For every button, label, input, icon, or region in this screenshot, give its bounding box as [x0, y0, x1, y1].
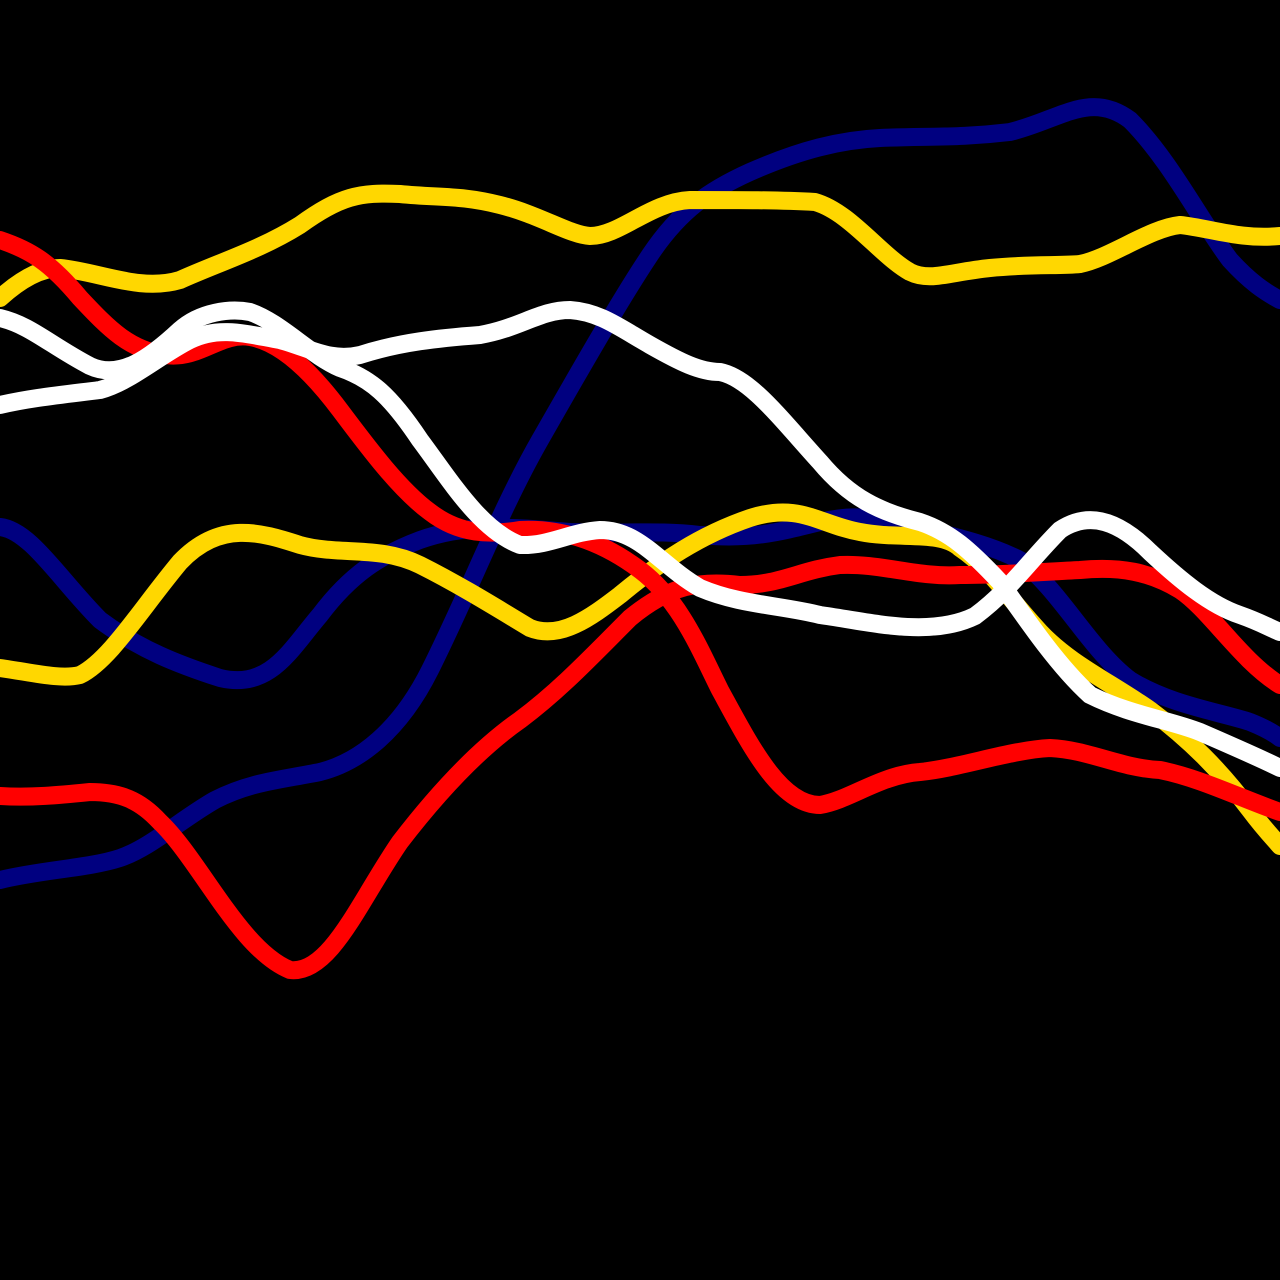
navy-line-b [0, 508, 1280, 747]
red-line-b [0, 555, 1280, 980]
navy-line-a [0, 98, 1280, 889]
white-line-a [0, 301, 1280, 641]
gold-line-a [0, 184, 1280, 307]
red-line-a [0, 231, 1280, 821]
white-line-b [0, 301, 1280, 777]
